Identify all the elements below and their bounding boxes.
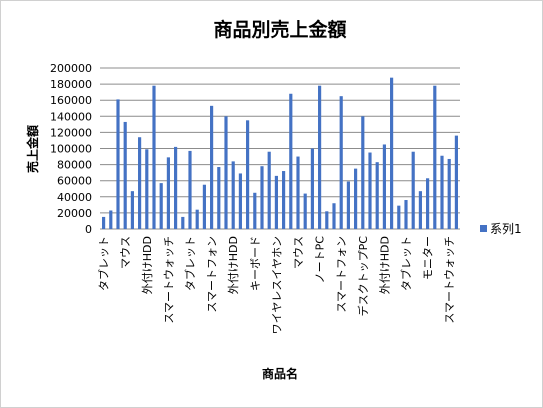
bar	[267, 151, 271, 229]
x-tick-label: タブレット	[399, 236, 413, 291]
bar	[166, 157, 170, 229]
x-tick-label: マウス	[292, 236, 305, 269]
bar	[375, 162, 379, 229]
bar	[361, 116, 365, 229]
bar	[130, 191, 134, 229]
bar	[418, 191, 422, 229]
bar	[109, 210, 113, 229]
y-tick-label: 0	[85, 223, 92, 236]
bar	[217, 167, 221, 229]
bar	[253, 192, 257, 229]
bar	[159, 183, 163, 229]
x-tick-label: マウス	[119, 236, 132, 269]
bar	[426, 178, 430, 229]
bar	[181, 216, 185, 229]
bar	[224, 116, 228, 229]
bar	[145, 149, 149, 229]
bar	[246, 120, 250, 229]
x-tick-label: スマートウォッチ	[162, 236, 175, 324]
x-axis-title: 商品名	[262, 366, 298, 381]
bar	[382, 144, 386, 229]
legend-swatch	[480, 225, 487, 232]
bar	[310, 148, 314, 229]
bar	[390, 77, 394, 229]
bar	[433, 85, 437, 230]
x-tick-label: デスクトップPC	[356, 236, 370, 317]
bar	[447, 158, 451, 229]
bar	[346, 181, 350, 229]
bar	[123, 121, 127, 229]
y-tick-label: 200000	[50, 62, 92, 75]
bar	[354, 168, 358, 229]
bar	[440, 155, 444, 229]
bar	[454, 135, 458, 229]
bar	[188, 150, 192, 229]
x-tick-label: スマートフォン	[335, 236, 348, 313]
y-tick-label: 20000	[57, 207, 92, 220]
bar	[238, 173, 242, 229]
bar	[397, 205, 401, 229]
y-tick-label: 40000	[57, 191, 92, 204]
bar	[274, 175, 278, 229]
bar	[260, 166, 264, 229]
y-tick-label: 120000	[50, 126, 92, 139]
y-tick-label: 80000	[57, 159, 92, 172]
bar	[325, 211, 329, 229]
y-tick-label: 180000	[50, 78, 92, 91]
y-tick-label: 160000	[50, 94, 92, 107]
x-tick-label: モニター	[422, 236, 435, 280]
bar	[138, 137, 142, 229]
bar	[116, 99, 120, 230]
x-tick-label: 外付けHDD	[227, 236, 240, 294]
legend-label: 系列1	[490, 222, 522, 236]
bar	[296, 156, 300, 229]
bar	[411, 151, 415, 229]
x-tick-label: ワイヤレスイヤホン	[270, 236, 283, 334]
bar	[282, 171, 286, 229]
x-tick-label: 外付けHDD	[378, 236, 391, 294]
chart-title: 商品別売上金額	[213, 18, 346, 41]
y-axis-title: 売上金額	[25, 125, 40, 173]
bar	[174, 146, 178, 229]
bar	[339, 96, 343, 229]
bar	[303, 193, 307, 229]
bar	[332, 203, 336, 229]
x-tick-label: キーボード	[249, 236, 262, 291]
bar	[102, 216, 106, 229]
bar	[368, 152, 372, 229]
bar	[202, 184, 206, 229]
y-tick-label: 140000	[50, 110, 92, 123]
bar	[210, 105, 214, 229]
bar	[289, 93, 293, 229]
bar	[195, 209, 199, 229]
y-tick-label: 100000	[50, 143, 92, 156]
x-tick-label: タブレット	[97, 236, 111, 291]
bar	[404, 200, 408, 229]
bar	[318, 85, 322, 230]
x-tick-label: タブレット	[183, 236, 197, 291]
x-tick-label: 外付けHDD	[141, 236, 154, 294]
y-tick-label: 60000	[57, 175, 92, 188]
bar	[152, 85, 156, 230]
x-tick-label: ノートPC	[314, 236, 327, 284]
x-tick-label: スマートウォッチ	[443, 236, 456, 324]
bar	[231, 161, 235, 229]
x-tick-label: スマートフォン	[206, 236, 219, 313]
